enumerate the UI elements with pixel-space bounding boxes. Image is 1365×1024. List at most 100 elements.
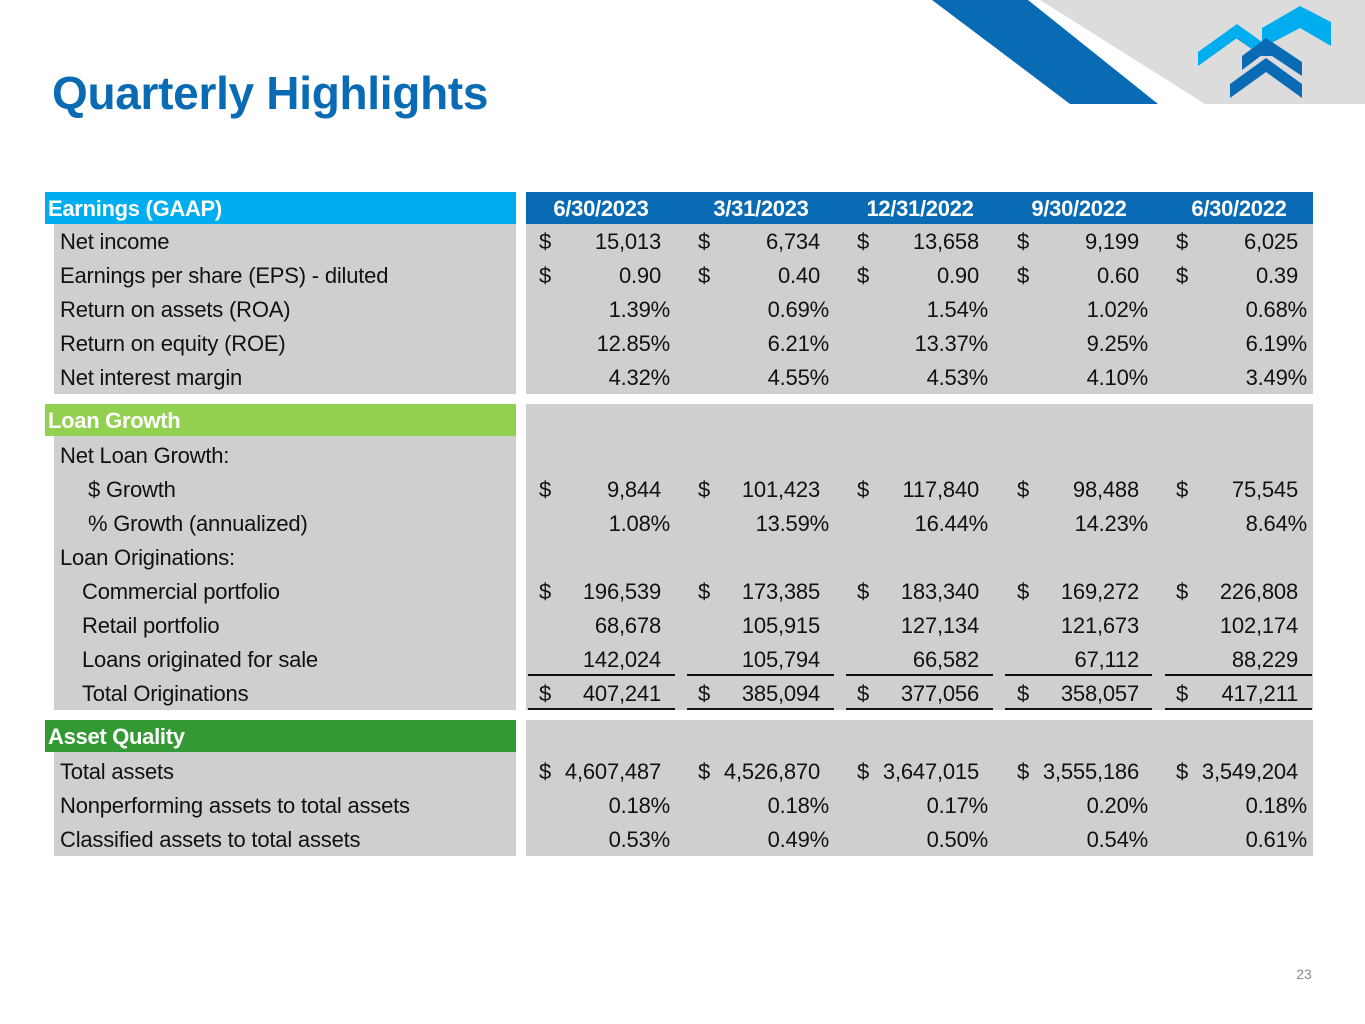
- total-underline: [1165, 708, 1312, 710]
- loan-value-cell: 9,844: [606, 477, 661, 502]
- currency-symbol: $: [698, 263, 711, 288]
- loan-value-cell: 68,678: [594, 613, 661, 638]
- currency-symbol: $: [1017, 263, 1030, 288]
- period-header: 6/30/2023: [553, 196, 649, 221]
- loan-value-cell: 14.23%: [1074, 511, 1149, 536]
- currency-symbol: $: [1176, 681, 1189, 706]
- earnings-value-cell: 1.39%: [608, 297, 671, 322]
- asset-quality-header: Asset Quality: [45, 720, 516, 752]
- asset-value-cell: 4,607,487: [564, 759, 661, 784]
- loan-row-label: Total Originations: [82, 681, 249, 706]
- asset-value-cell: 3,549,204: [1201, 759, 1298, 784]
- asset-value-cell: 0.53%: [608, 827, 671, 852]
- asset-value-cell: 0.50%: [926, 827, 989, 852]
- loan-value-cell: 183,340: [900, 579, 979, 604]
- loan-label-panel: [54, 436, 516, 710]
- earnings-value-cell: 4.32%: [608, 365, 671, 390]
- loan-value-cell: 67,112: [1074, 647, 1140, 672]
- company-logo-icon: [1198, 6, 1331, 98]
- currency-symbol: $: [857, 579, 870, 604]
- earnings-value-cell: 1.54%: [926, 297, 989, 322]
- earnings-value-cell: 4.53%: [926, 365, 989, 390]
- earnings-value-cell: 9,199: [1084, 229, 1139, 254]
- loan-row-label: % Growth (annualized): [88, 511, 308, 536]
- asset-value-cell: 0.61%: [1245, 827, 1308, 852]
- total-underline: [687, 674, 834, 676]
- asset-value-cell: 0.18%: [1245, 793, 1308, 818]
- currency-symbol: $: [539, 229, 552, 254]
- loan-value-cell: 377,056: [900, 681, 979, 706]
- loan-row-label: Loans originated for sale: [82, 647, 318, 672]
- asset-value-cell: 4,526,870: [723, 759, 820, 784]
- total-underline: [846, 708, 993, 710]
- page-title: Quarterly Highlights: [52, 67, 489, 119]
- loan-value-cell: 121,673: [1060, 613, 1139, 638]
- earnings-value-cell: 4.55%: [767, 365, 830, 390]
- loan-value-cell: 127,134: [900, 613, 979, 638]
- asset-value-cell: 0.17%: [926, 793, 989, 818]
- period-header: 12/31/2022: [866, 196, 974, 221]
- asset-value-cell: 0.54%: [1086, 827, 1149, 852]
- loan-value-panel: [526, 404, 1313, 710]
- currency-symbol: $: [539, 759, 552, 784]
- loan-value-cell: 8.64%: [1245, 511, 1308, 536]
- loan-row-label: Retail portfolio: [82, 613, 220, 638]
- period-header: 6/30/2022: [1191, 196, 1287, 221]
- asset-row-label: Classified assets to total assets: [60, 827, 361, 852]
- earnings-value-cell: 0.69%: [767, 297, 830, 322]
- earnings-value-panel: [526, 224, 1313, 394]
- earnings-value-cell: 6,025: [1243, 229, 1298, 254]
- currency-symbol: $: [1176, 229, 1189, 254]
- loan-value-cell: 16.44%: [914, 511, 989, 536]
- loan-row-label: Net Loan Growth:: [60, 443, 230, 468]
- loan-value-cell: 417,211: [1221, 681, 1299, 706]
- loan-value-cell: 66,582: [912, 647, 979, 672]
- total-underline: [1165, 674, 1312, 676]
- currency-symbol: $: [539, 477, 552, 502]
- loan-row-label: Loan Originations:: [60, 545, 235, 570]
- total-underline: [1005, 674, 1152, 676]
- asset-label-panel: [54, 752, 516, 856]
- earnings-value-cell: 0.90: [618, 263, 661, 288]
- earnings-value-cell: 15,013: [594, 229, 661, 254]
- currency-symbol: $: [1176, 263, 1189, 288]
- currency-symbol: $: [539, 681, 552, 706]
- loan-value-cell: 226,808: [1219, 579, 1298, 604]
- currency-symbol: $: [698, 477, 711, 502]
- loan-value-cell: 88,229: [1231, 647, 1298, 672]
- earnings-value-cell: 12.85%: [596, 331, 671, 356]
- currency-symbol: $: [857, 681, 870, 706]
- loan-value-cell: 102,174: [1219, 613, 1298, 638]
- asset-value-cell: 0.18%: [767, 793, 830, 818]
- loan-value-cell: 117,840: [902, 477, 980, 502]
- loan-growth-header: Loan Growth: [45, 404, 516, 436]
- total-underline: [528, 708, 675, 710]
- currency-symbol: $: [1017, 477, 1030, 502]
- period-header: 9/30/2022: [1031, 196, 1127, 221]
- earnings-value-cell: 0.40: [777, 263, 820, 288]
- loan-row-label: $ Growth: [88, 477, 176, 502]
- earnings-row-label: Net interest margin: [60, 365, 243, 390]
- loan-value-cell: 101,423: [741, 477, 820, 502]
- page-number: 23: [1296, 966, 1312, 982]
- currency-symbol: $: [857, 229, 870, 254]
- earnings-row-label: Earnings per share (EPS) - diluted: [60, 263, 389, 288]
- asset-value-cell: 0.20%: [1086, 793, 1149, 818]
- earnings-label-panel: [54, 224, 516, 394]
- earnings-row-label: Return on equity (ROE): [60, 331, 286, 356]
- earnings-row-label: Return on assets (ROA): [60, 297, 291, 322]
- earnings-value-cell: 9.25%: [1086, 331, 1149, 356]
- asset-value-cell: 0.18%: [608, 793, 671, 818]
- asset-value-cell: 3,555,186: [1042, 759, 1139, 784]
- total-underline: [846, 674, 993, 676]
- total-underline: [687, 708, 834, 710]
- earnings-value-cell: 13.37%: [914, 331, 989, 356]
- currency-symbol: $: [1017, 579, 1030, 604]
- earnings-row-label: Net income: [60, 229, 170, 254]
- loan-row-label: Commercial portfolio: [82, 579, 280, 604]
- currency-symbol: $: [857, 477, 870, 502]
- currency-symbol: $: [1176, 759, 1189, 784]
- loan-value-cell: 13.59%: [755, 511, 830, 536]
- currency-symbol: $: [539, 579, 552, 604]
- currency-symbol: $: [539, 263, 552, 288]
